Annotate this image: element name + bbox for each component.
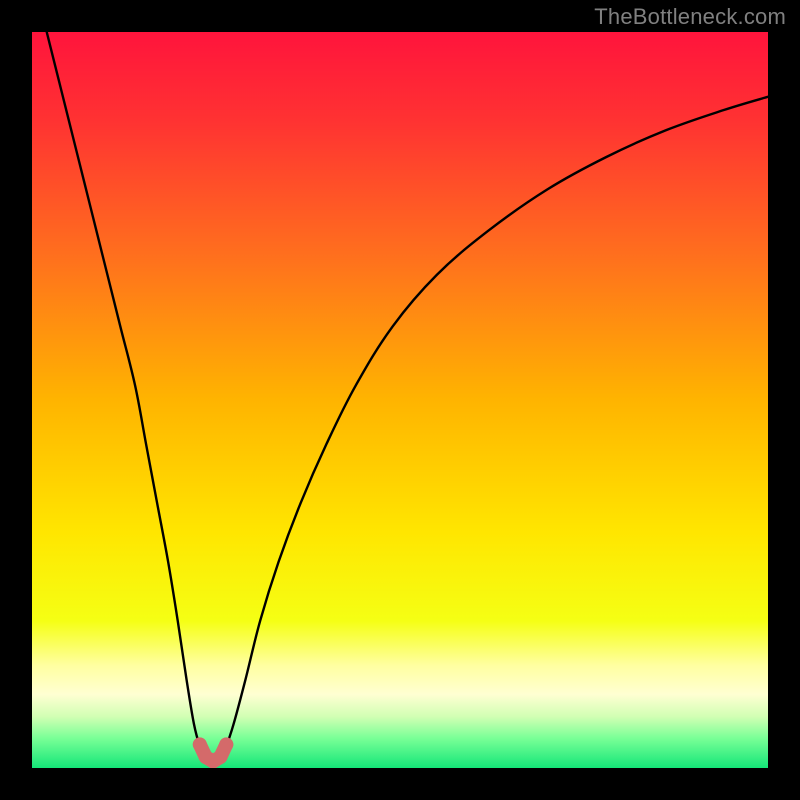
watermark-label: TheBottleneck.com (594, 4, 786, 30)
chart-background (32, 32, 768, 768)
plot-area (32, 32, 768, 768)
chart-svg (32, 32, 768, 768)
